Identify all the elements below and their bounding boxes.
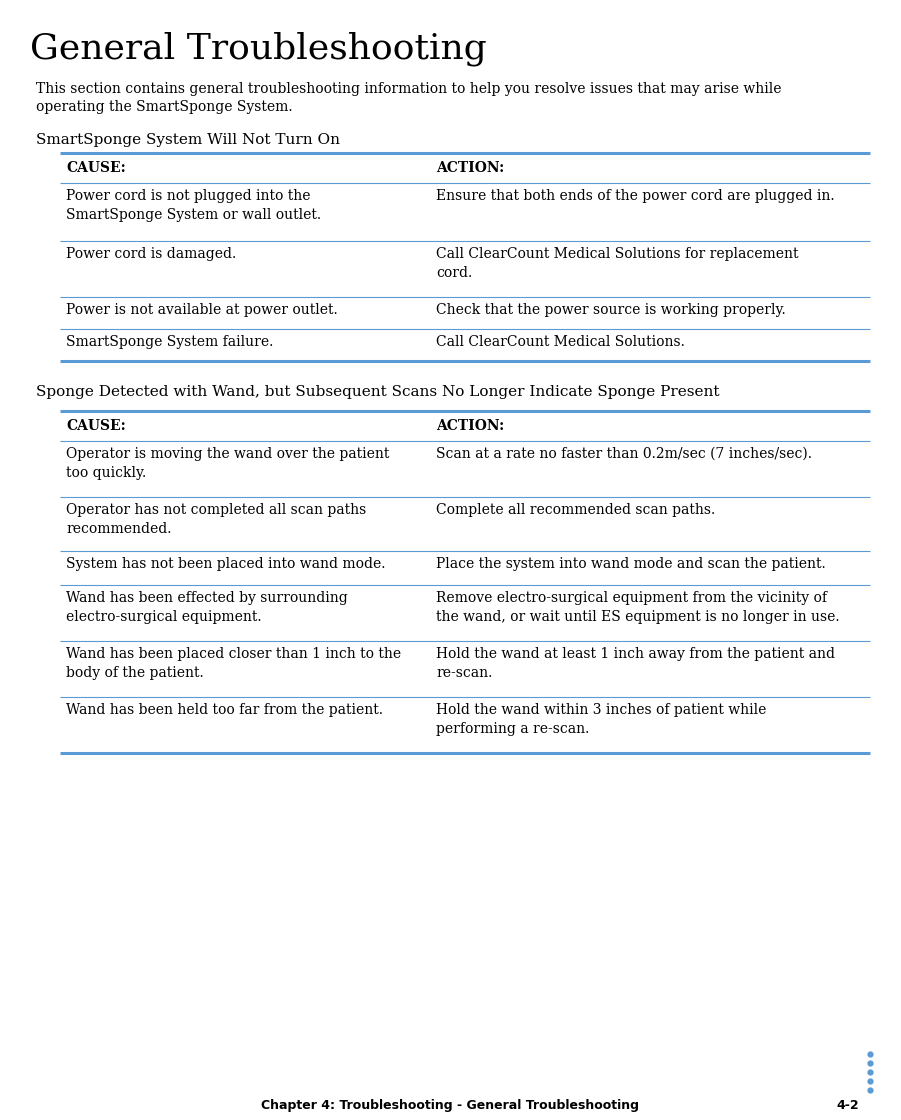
Text: Power cord is damaged.: Power cord is damaged. (66, 248, 236, 261)
Text: Call ClearCount Medical Solutions.: Call ClearCount Medical Solutions. (436, 335, 685, 349)
Text: ACTION:: ACTION: (436, 419, 505, 433)
Text: Complete all recommended scan paths.: Complete all recommended scan paths. (436, 503, 715, 517)
Text: Check that the power source is working properly.: Check that the power source is working p… (436, 304, 786, 317)
Text: Remove electro-surgical equipment from the vicinity of
the wand, or wait until E: Remove electro-surgical equipment from t… (436, 591, 840, 624)
Text: Chapter 4: Troubleshooting - General Troubleshooting: Chapter 4: Troubleshooting - General Tro… (261, 1099, 639, 1112)
Text: Hold the wand at least 1 inch away from the patient and
re-scan.: Hold the wand at least 1 inch away from … (436, 647, 835, 680)
Text: Wand has been held too far from the patient.: Wand has been held too far from the pati… (66, 703, 383, 717)
Text: Operator is moving the wand over the patient
too quickly.: Operator is moving the wand over the pat… (66, 447, 389, 480)
Text: Wand has been effected by surrounding
electro-surgical equipment.: Wand has been effected by surrounding el… (66, 591, 348, 624)
Text: SmartSponge System Will Not Turn On: SmartSponge System Will Not Turn On (36, 133, 340, 147)
Text: Sponge Detected with Wand, but Subsequent Scans No Longer Indicate Sponge Presen: Sponge Detected with Wand, but Subsequen… (36, 385, 720, 399)
Text: Place the system into wand mode and scan the patient.: Place the system into wand mode and scan… (436, 557, 825, 571)
Text: Hold the wand within 3 inches of patient while
performing a re-scan.: Hold the wand within 3 inches of patient… (436, 703, 767, 736)
Text: General Troubleshooting: General Troubleshooting (30, 32, 487, 66)
Text: SmartSponge System failure.: SmartSponge System failure. (66, 335, 273, 349)
Text: Ensure that both ends of the power cord are plugged in.: Ensure that both ends of the power cord … (436, 189, 834, 203)
Text: Operator has not completed all scan paths
recommended.: Operator has not completed all scan path… (66, 503, 366, 536)
Text: Call ClearCount Medical Solutions for replacement
cord.: Call ClearCount Medical Solutions for re… (436, 248, 798, 280)
Text: This section contains general troubleshooting information to help you resolve is: This section contains general troublesho… (36, 82, 781, 96)
Text: Scan at a rate no faster than 0.2m/sec (7 inches/sec).: Scan at a rate no faster than 0.2m/sec (… (436, 447, 812, 461)
Text: CAUSE:: CAUSE: (66, 161, 126, 175)
Text: 4-2: 4-2 (836, 1099, 859, 1112)
Text: Wand has been placed closer than 1 inch to the
body of the patient.: Wand has been placed closer than 1 inch … (66, 647, 401, 680)
Text: operating the SmartSponge System.: operating the SmartSponge System. (36, 100, 293, 114)
Text: ACTION:: ACTION: (436, 161, 505, 175)
Text: System has not been placed into wand mode.: System has not been placed into wand mod… (66, 557, 386, 571)
Text: Power cord is not plugged into the
SmartSponge System or wall outlet.: Power cord is not plugged into the Smart… (66, 189, 321, 222)
Text: CAUSE:: CAUSE: (66, 419, 126, 433)
Text: Power is not available at power outlet.: Power is not available at power outlet. (66, 304, 338, 317)
